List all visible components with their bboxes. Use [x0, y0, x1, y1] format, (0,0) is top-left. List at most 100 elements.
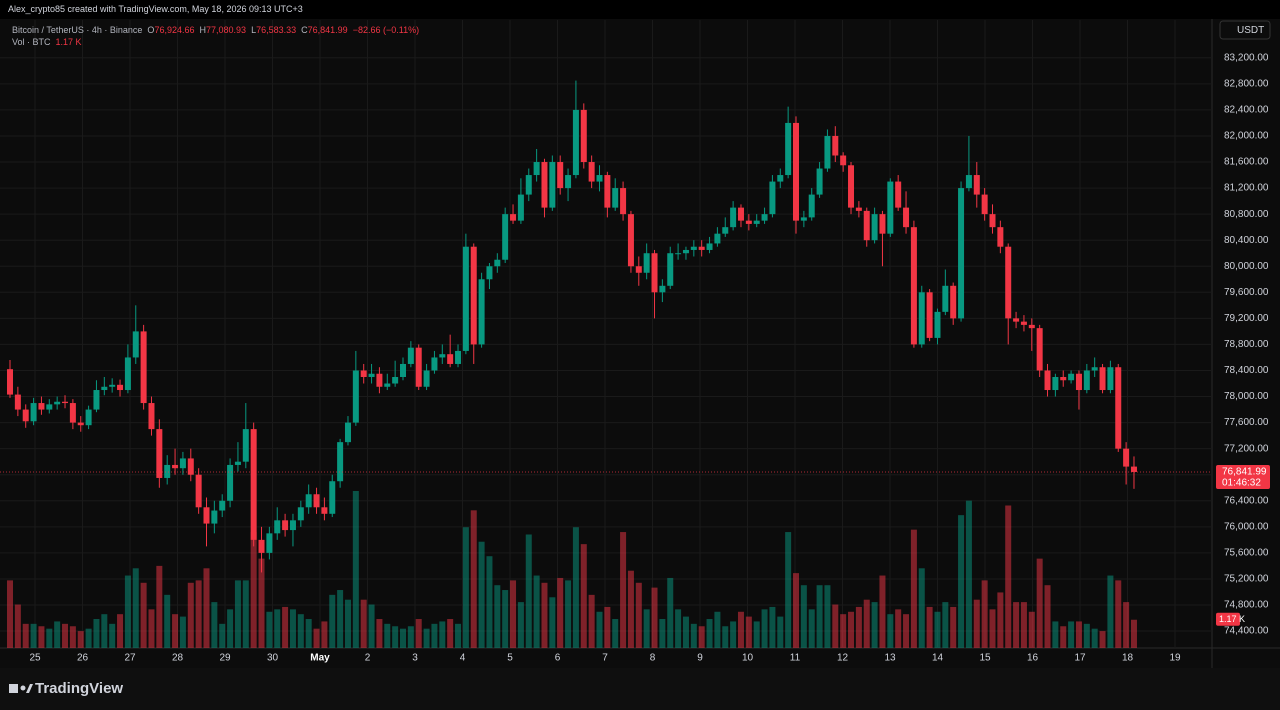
- x-tick-label: 9: [697, 653, 703, 664]
- candle-body: [227, 464, 234, 501]
- volume-bar: [1028, 611, 1035, 648]
- volume-bar: [38, 626, 45, 648]
- candle-body: [918, 292, 925, 345]
- volume-bar: [832, 604, 839, 648]
- volume-bar: [808, 609, 815, 648]
- candle-body: [816, 168, 823, 195]
- y-tick-label: 76,000.00: [1224, 521, 1269, 532]
- volume-bar: [368, 604, 375, 648]
- candle-body: [745, 220, 752, 224]
- last-price-label: 76,841.99: [1222, 467, 1267, 478]
- candle-body: [1005, 246, 1012, 319]
- candle-body: [486, 266, 493, 280]
- y-tick-label: 80,400.00: [1224, 235, 1269, 246]
- candle-body: [1107, 367, 1114, 391]
- x-tick-label: 26: [77, 653, 89, 664]
- candle-body: [643, 253, 650, 273]
- volume-bar: [1036, 558, 1043, 648]
- volume-bar: [910, 529, 917, 648]
- volume-bar: [1068, 621, 1075, 648]
- candle-body: [77, 422, 84, 426]
- volume-bar: [62, 623, 69, 648]
- volume-bar: [926, 606, 933, 648]
- volume-bar: [714, 611, 721, 648]
- candle-body: [879, 214, 886, 234]
- x-tick-label: 11: [790, 653, 801, 664]
- legend: Bitcoin / TetherUS · 4h · Binance O76,92…: [12, 25, 419, 35]
- y-tick-label: 74,800.00: [1224, 600, 1269, 611]
- candle-body: [1052, 376, 1059, 391]
- candle-body: [981, 194, 988, 215]
- volume-bar: [101, 614, 108, 648]
- x-tick-label: 5: [507, 653, 513, 664]
- volume-legend: Vol · BTC 1.17 K: [12, 37, 82, 47]
- candle-body: [1028, 324, 1035, 329]
- l-key: L: [251, 25, 257, 35]
- candle-body: [682, 249, 689, 254]
- volume-bar: [824, 585, 831, 648]
- volume-bar: [478, 541, 485, 648]
- volume-bar: [565, 580, 572, 648]
- volume-bar: [282, 606, 289, 648]
- volume-bar: [557, 577, 564, 648]
- candle-body: [392, 376, 399, 384]
- candle-body: [824, 135, 831, 169]
- candle-body: [737, 207, 744, 221]
- candle-body: [1068, 373, 1075, 381]
- symbol: Bitcoin / TetherUS · 4h · Binance: [12, 25, 143, 35]
- volume-bar: [1083, 623, 1090, 648]
- candle-body: [22, 409, 29, 422]
- candle-body: [667, 253, 674, 286]
- volume-bar: [918, 568, 925, 648]
- volume-bar: [211, 602, 218, 648]
- x-tick-label: 27: [124, 653, 136, 664]
- x-tick-label: 17: [1074, 653, 1086, 664]
- candle-body: [627, 214, 634, 267]
- y-tick-label: 82,000.00: [1224, 131, 1269, 142]
- candle-body: [14, 394, 21, 410]
- candle-body: [517, 194, 524, 221]
- candle-body: [973, 175, 980, 195]
- candle-body: [620, 188, 627, 215]
- candle-body: [38, 403, 45, 410]
- volume-bar: [407, 626, 414, 648]
- volume-bar: [462, 527, 469, 648]
- candle-body: [635, 266, 642, 273]
- volume-bar: [517, 602, 524, 648]
- candle-body: [510, 214, 517, 221]
- volume-bar: [447, 619, 454, 648]
- volume-bar: [124, 575, 131, 648]
- volume-bar: [140, 582, 147, 648]
- candle-body: [462, 246, 469, 351]
- candle-body: [1099, 367, 1106, 391]
- candle-body: [1020, 321, 1027, 325]
- candle-body: [675, 253, 682, 255]
- x-tick-label: 28: [172, 653, 184, 664]
- candle-body: [769, 181, 776, 215]
- volume-bar: [525, 534, 532, 648]
- candle-body: [502, 214, 509, 260]
- candle-body: [234, 461, 241, 465]
- candle-body: [439, 354, 446, 358]
- volume-bar: [321, 621, 328, 648]
- candle-body: [659, 285, 666, 293]
- candle-body: [690, 246, 697, 250]
- currency-box[interactable]: [1219, 20, 1271, 40]
- candle-body: [7, 369, 13, 395]
- volume-bar: [730, 621, 737, 648]
- volume-bar: [855, 606, 862, 648]
- candle-body: [140, 331, 147, 404]
- candle-body: [470, 246, 477, 345]
- volume-bar: [77, 631, 84, 648]
- candle-body: [1123, 448, 1130, 467]
- volume-bar: [651, 587, 658, 648]
- close: 76,841.99: [307, 25, 348, 35]
- volume-bar: [895, 609, 902, 648]
- candle-body: [258, 539, 265, 553]
- countdown: 01:46:32: [1222, 478, 1261, 489]
- candle-body: [337, 442, 344, 482]
- x-tick-label: 18: [1122, 653, 1134, 664]
- volume-bar: [698, 626, 705, 648]
- logo: [9, 684, 33, 693]
